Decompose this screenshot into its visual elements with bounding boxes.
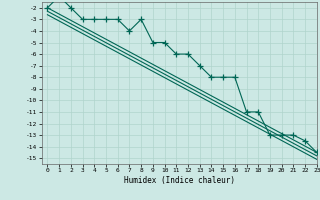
X-axis label: Humidex (Indice chaleur): Humidex (Indice chaleur): [124, 176, 235, 185]
